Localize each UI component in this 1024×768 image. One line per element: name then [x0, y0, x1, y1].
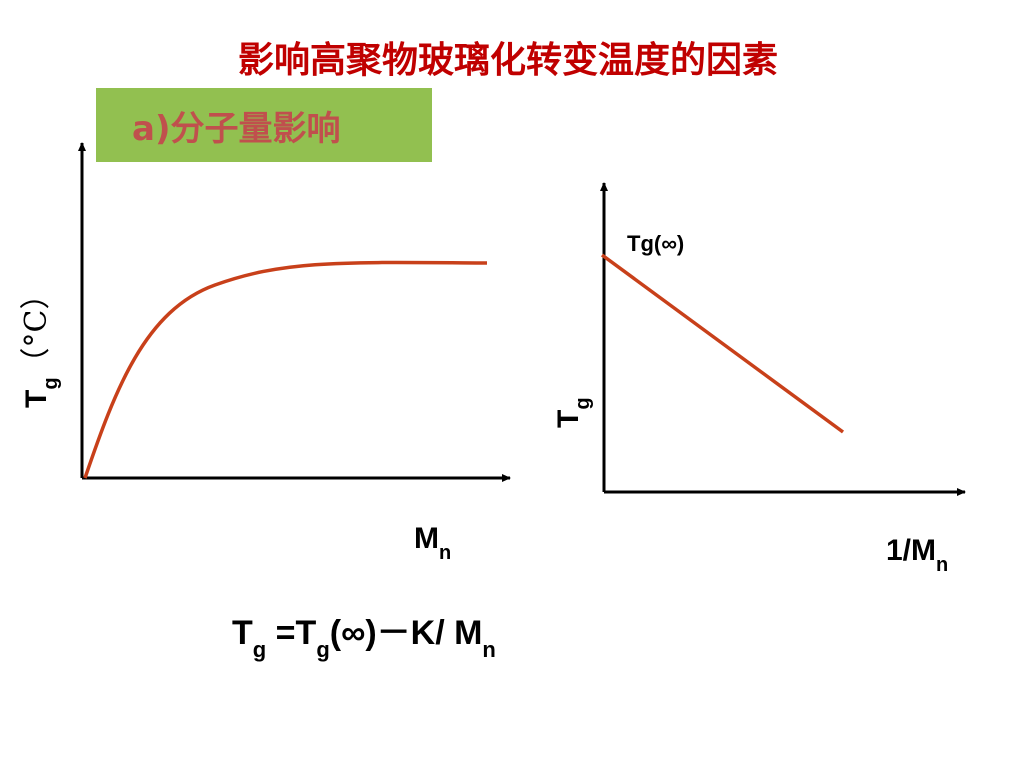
y-label-subscript: g — [40, 377, 62, 389]
y-label: Tg — [552, 397, 594, 428]
x-label-subscript: n — [936, 554, 948, 576]
x-label-symbol: M — [414, 522, 439, 555]
formula-text: (∞)－K/ M — [330, 614, 483, 652]
y-label-symbol: T — [20, 390, 53, 408]
slide-title: 影响高聚物玻璃化转变温度的因素 — [238, 39, 778, 81]
section-label: a)分子量影响 — [132, 109, 340, 149]
x-label-symbol: 1/M — [886, 534, 936, 567]
formula: Tg =Tg(∞)－K/ Mn — [232, 614, 496, 662]
curve-label: Tg(∞) — [627, 231, 684, 256]
y-label: Tg（°C） — [19, 279, 62, 408]
formula-subscript: g — [316, 637, 329, 662]
y-label-subscript: g — [572, 397, 594, 409]
x-label-subscript: n — [439, 542, 451, 564]
left-diagram: Tg（°C） Mn — [19, 142, 511, 564]
formula-text: T — [232, 614, 253, 652]
x-label: Mn — [414, 522, 451, 564]
right-diagram: Tg(∞) Tg 1/Mn — [552, 182, 966, 576]
section-box — [96, 88, 432, 162]
x-label: 1/Mn — [886, 534, 948, 576]
formula-subscript: g — [253, 637, 266, 662]
line — [600, 253, 845, 434]
y-label-unit: （°C） — [19, 279, 54, 377]
curve — [83, 260, 488, 479]
formula-subscript: n — [482, 637, 495, 662]
formula-text: =T — [266, 614, 316, 652]
y-label-symbol: T — [552, 410, 585, 428]
